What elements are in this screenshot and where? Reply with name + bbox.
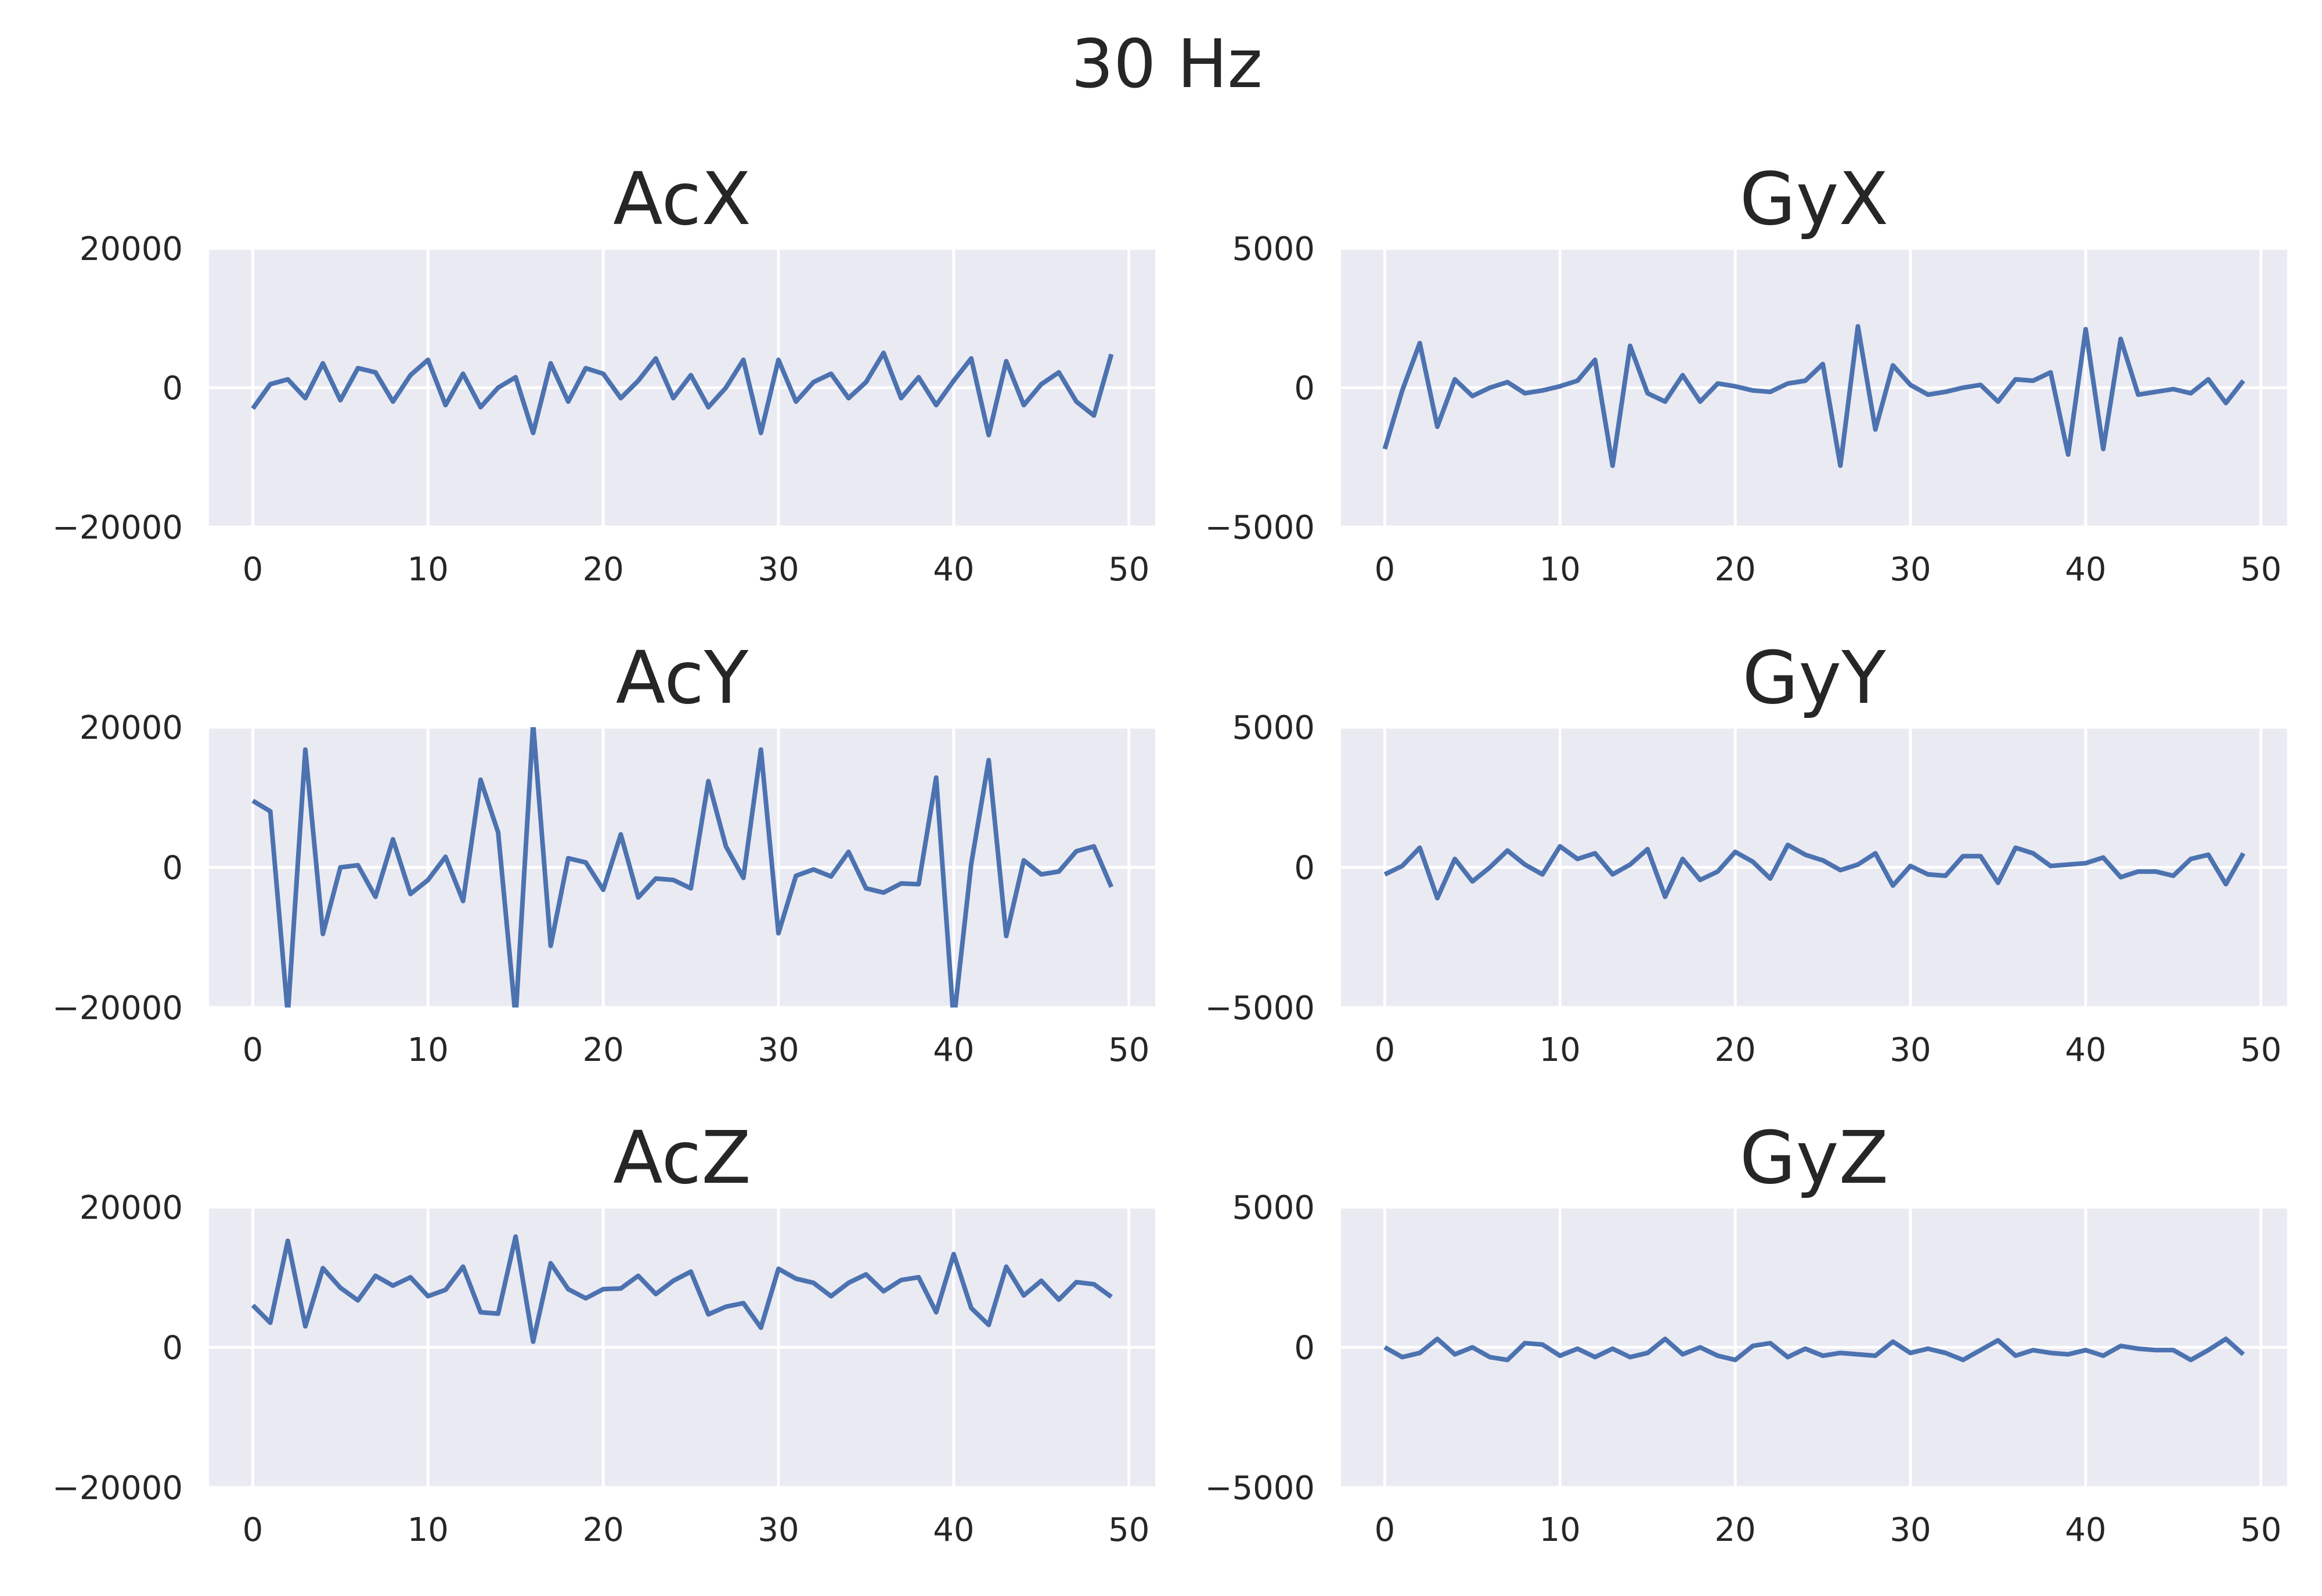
series-line	[251, 1234, 1113, 1344]
y-tick-label: −20000	[52, 509, 183, 547]
x-tick-label: 50	[2240, 1511, 2281, 1549]
figure-title: 30 Hz	[1071, 26, 1263, 103]
x-tick-label: 10	[1539, 1511, 1581, 1549]
x-tick-label: 20	[583, 1031, 624, 1069]
y-tick-label: 20000	[80, 709, 183, 747]
x-tick-label: 30	[1890, 551, 1931, 588]
y-tick-label: −5000	[1205, 1469, 1315, 1507]
y-tick-label: 5000	[1232, 709, 1315, 747]
x-tick-label: 30	[1890, 1031, 1931, 1069]
series-line	[1382, 324, 2245, 468]
subplot-gyz: 0 10 20 30 40 50 −5000 0 5000 GyZ	[1205, 1116, 2287, 1549]
x-tick-label: 50	[1108, 1031, 1149, 1069]
x-tick-label: 40	[933, 1511, 974, 1549]
subplot-acy: 0 10 20 30 40 50 −20000 0 20000 AcY	[52, 636, 1155, 1069]
x-tick-label: 40	[2065, 1031, 2106, 1069]
x-tick-label: 50	[2240, 1031, 2281, 1069]
x-tick-label: 20	[583, 551, 624, 588]
x-tick-label: 30	[758, 1511, 799, 1549]
x-tick-label: 0	[243, 551, 264, 588]
y-tick-label: 0	[162, 370, 183, 407]
y-tick-label: 0	[1294, 1330, 1315, 1367]
y-tick-label: 5000	[1232, 1189, 1315, 1227]
x-tick-label: 10	[408, 1031, 449, 1069]
x-tick-label: 0	[1375, 1511, 1396, 1549]
x-tick-label: 50	[1108, 551, 1149, 588]
y-tick-label: −5000	[1205, 509, 1315, 547]
subplot-acz: 0 10 20 30 40 50 −20000 0 20000 AcZ	[52, 1116, 1155, 1549]
x-tick-label: 0	[243, 1031, 264, 1069]
subplot-title: GyY	[1742, 636, 1886, 720]
x-tick-label: 30	[758, 551, 799, 588]
x-tick-label: 30	[758, 1031, 799, 1069]
subplot-acx: 0 10 20 30 40 50 −20000 0 20000 AcX	[52, 157, 1155, 588]
x-tick-label: 10	[1539, 551, 1581, 588]
y-tick-label: 0	[162, 850, 183, 887]
subplot-title: AcX	[613, 157, 751, 241]
x-tick-label: 40	[933, 551, 974, 588]
y-tick-label: 0	[1294, 370, 1315, 407]
y-tick-label: −20000	[52, 1469, 183, 1507]
series-line	[251, 351, 1114, 438]
x-tick-label: 50	[1108, 1511, 1149, 1549]
x-tick-label: 40	[2065, 551, 2106, 588]
series-line	[1383, 842, 2245, 901]
x-tick-label: 10	[408, 551, 449, 588]
subplot-title: GyZ	[1740, 1116, 1888, 1200]
x-tick-label: 20	[583, 1511, 624, 1549]
x-tick-label: 40	[933, 1031, 974, 1069]
series-line	[251, 727, 1114, 1008]
y-tick-label: −5000	[1205, 990, 1315, 1027]
series-line	[1383, 1337, 2245, 1363]
subplot-title: GyX	[1740, 157, 1888, 241]
x-tick-label: 10	[1539, 1031, 1581, 1069]
x-tick-label: 50	[2240, 551, 2281, 588]
x-tick-label: 40	[2065, 1511, 2106, 1549]
x-tick-label: 20	[1715, 1511, 1756, 1549]
subplot-gyy: 0 10 20 30 40 50 −5000 0 5000 GyY	[1205, 636, 2287, 1069]
y-tick-label: 0	[1294, 850, 1315, 887]
y-tick-label: 20000	[80, 1189, 183, 1227]
x-tick-label: 20	[1715, 1031, 1756, 1069]
subplot-gyx: 0 10 20 30 40 50 −5000 0 5000 GyX	[1205, 157, 2287, 588]
x-tick-label: 0	[1375, 1031, 1396, 1069]
y-tick-label: 5000	[1232, 230, 1315, 268]
subplot-title: AcZ	[613, 1116, 751, 1200]
y-tick-label: 20000	[80, 230, 183, 268]
x-tick-label: 30	[1890, 1511, 1931, 1549]
subplot-title: AcY	[616, 636, 749, 720]
x-tick-label: 0	[1375, 551, 1396, 588]
x-tick-label: 0	[243, 1511, 264, 1549]
y-tick-label: −20000	[52, 990, 183, 1027]
y-tick-label: 0	[162, 1330, 183, 1367]
x-tick-label: 10	[408, 1511, 449, 1549]
x-tick-label: 20	[1715, 551, 1756, 588]
